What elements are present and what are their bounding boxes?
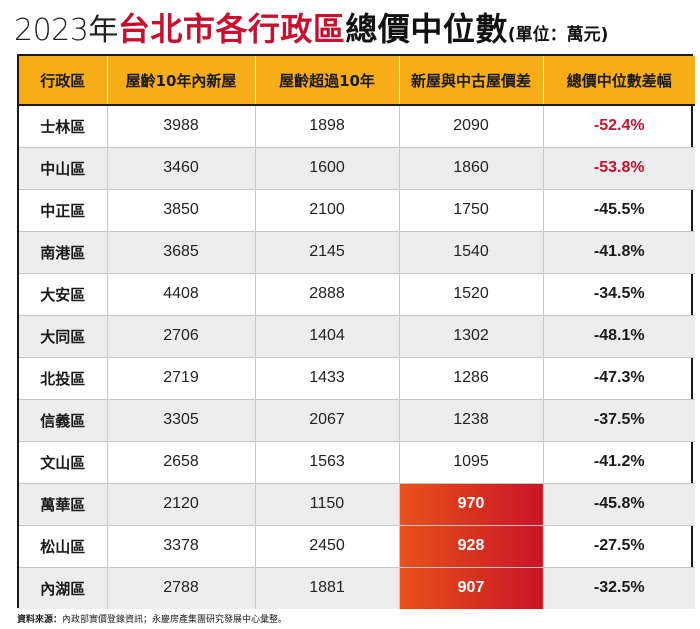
new-house-price-cell: 3988 <box>107 105 256 148</box>
old-house-price-cell: 2145 <box>255 231 400 274</box>
title-year: 2023年 <box>14 13 118 48</box>
source-text: 內政部實價登錄資訊；永慶房產集團研究發展中心彙整。 <box>62 615 288 625</box>
table-row: 北投區 2719 1433 1286 -47.3% <box>19 357 695 400</box>
old-house-price-cell: 1563 <box>255 441 400 484</box>
old-house-price-cell: 1433 <box>255 357 400 400</box>
gap-percent-cell: -48.1% <box>543 315 695 358</box>
new-house-price-cell: 3378 <box>107 525 256 568</box>
header-new-house: 屋齡10年內新屋 <box>107 56 256 106</box>
table-row: 信義區 3305 2067 1238 -37.5% <box>19 399 695 442</box>
old-house-price-cell: 1898 <box>255 105 400 148</box>
old-house-price-cell: 1600 <box>255 147 400 190</box>
price-gap-cell: 907 <box>399 567 544 609</box>
gap-percent-cell: -41.2% <box>543 441 695 484</box>
gap-percent-cell: -45.5% <box>543 189 695 232</box>
table-row: 士林區 3988 1898 2090 -52.4% <box>19 105 695 148</box>
table-row: 萬華區 2120 1150 970 -45.8% <box>19 483 695 526</box>
gap-percent-cell: -41.8% <box>543 231 695 274</box>
table-row: 內湖區 2788 1881 907 -32.5% <box>19 567 695 609</box>
district-cell: 南港區 <box>19 231 108 274</box>
table-row: 松山區 3378 2450 928 -27.5% <box>19 525 695 568</box>
old-house-price-cell: 2100 <box>255 189 400 232</box>
gap-percent-cell: -34.5% <box>543 273 695 316</box>
old-house-price-cell: 1404 <box>255 315 400 358</box>
district-cell: 內湖區 <box>19 567 108 609</box>
new-house-price-cell: 2719 <box>107 357 256 400</box>
price-gap-cell: 970 <box>399 483 544 526</box>
new-house-price-cell: 3305 <box>107 399 256 442</box>
old-house-price-cell: 1881 <box>255 567 400 609</box>
gap-percent-cell: -47.3% <box>543 357 695 400</box>
old-house-price-cell: 2067 <box>255 399 400 442</box>
price-gap-cell: 1302 <box>399 315 544 358</box>
price-gap-cell: 1095 <box>399 441 544 484</box>
old-house-price-cell: 1150 <box>255 483 400 526</box>
price-gap-cell: 2090 <box>399 105 544 148</box>
price-gap-cell: 1238 <box>399 399 544 442</box>
title-unit: (單位：萬元) <box>507 25 609 45</box>
title-main: 總價中位數 <box>345 10 508 48</box>
new-house-price-cell: 2120 <box>107 483 256 526</box>
old-house-price-cell: 2450 <box>255 525 400 568</box>
new-house-price-cell: 3685 <box>107 231 256 274</box>
title-highlight: 台北市各行政區 <box>117 10 346 48</box>
header-gap-percent: 總價中位數差幅 <box>543 56 695 106</box>
old-house-price-cell: 2888 <box>255 273 400 316</box>
price-gap-cell: 1540 <box>399 231 544 274</box>
header-old-house: 屋齡超過10年 <box>255 56 400 106</box>
district-cell: 大同區 <box>19 315 108 358</box>
gap-percent-cell: -37.5% <box>543 399 695 442</box>
price-table-container: 行政區 屋齡10年內新屋 屋齡超過10年 新屋與中古屋價差 總價中位數差幅 士林… <box>17 54 695 609</box>
new-house-price-cell: 3850 <box>107 189 256 232</box>
district-cell: 北投區 <box>19 357 108 400</box>
gap-percent-cell: -53.8% <box>543 147 695 190</box>
district-cell: 松山區 <box>19 525 108 568</box>
header-price-gap: 新屋與中古屋價差 <box>399 56 544 106</box>
price-gap-cell: 1750 <box>399 189 544 232</box>
price-table: 行政區 屋齡10年內新屋 屋齡超過10年 新屋與中古屋價差 總價中位數差幅 士林… <box>19 56 695 609</box>
district-cell: 中正區 <box>19 189 108 232</box>
price-gap-cell: 1520 <box>399 273 544 316</box>
new-house-price-cell: 2706 <box>107 315 256 358</box>
price-gap-cell: 1860 <box>399 147 544 190</box>
new-house-price-cell: 2788 <box>107 567 256 609</box>
source-note: 資料來源：內政部實價登錄資訊；永慶房產集團研究發展中心彙整。 <box>17 612 287 625</box>
price-gap-cell: 928 <box>399 525 544 568</box>
district-cell: 文山區 <box>19 441 108 484</box>
gap-percent-cell: -27.5% <box>543 525 695 568</box>
table-row: 南港區 3685 2145 1540 -41.8% <box>19 231 695 274</box>
header-district: 行政區 <box>19 56 108 106</box>
new-house-price-cell: 4408 <box>107 273 256 316</box>
price-gap-cell: 1286 <box>399 357 544 400</box>
district-cell: 大安區 <box>19 273 108 316</box>
gap-percent-cell: -32.5% <box>543 567 695 609</box>
source-label: 資料來源： <box>17 615 63 625</box>
table-row: 文山區 2658 1563 1095 -41.2% <box>19 441 695 484</box>
table-row: 大同區 2706 1404 1302 -48.1% <box>19 315 695 358</box>
district-cell: 萬華區 <box>19 483 108 526</box>
table-header-row: 行政區 屋齡10年內新屋 屋齡超過10年 新屋與中古屋價差 總價中位數差幅 <box>19 56 695 106</box>
district-cell: 中山區 <box>19 147 108 190</box>
table-row: 中正區 3850 2100 1750 -45.5% <box>19 189 695 232</box>
page-title: 2023年台北市各行政區總價中位數(單位：萬元) <box>14 4 694 48</box>
table-row: 中山區 3460 1600 1860 -53.8% <box>19 147 695 190</box>
district-cell: 信義區 <box>19 399 108 442</box>
gap-percent-cell: -45.8% <box>543 483 695 526</box>
gap-percent-cell: -52.4% <box>543 105 695 148</box>
new-house-price-cell: 3460 <box>107 147 256 190</box>
table-row: 大安區 4408 2888 1520 -34.5% <box>19 273 695 316</box>
new-house-price-cell: 2658 <box>107 441 256 484</box>
district-cell: 士林區 <box>19 105 108 148</box>
